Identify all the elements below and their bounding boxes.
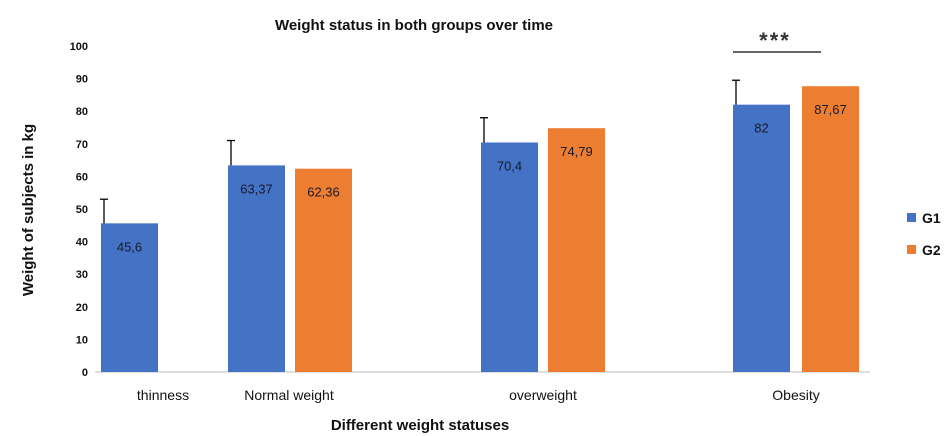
x-tick-label: thinness [137,387,189,403]
significance-annotation: *** [733,28,821,53]
data-label: 87,67 [814,102,847,117]
bar-g2 [295,168,352,372]
y-tick-label: 100 [70,41,88,53]
y-axis-title: Weight of subjects in kg [20,124,37,296]
y-tick-label: 40 [76,237,88,249]
x-tick-label: overweight [509,387,577,403]
bar-g1 [228,165,285,372]
y-tick-label: 70 [76,139,88,151]
significance-marker: *** [759,28,791,53]
y-tick-label: 10 [76,334,88,346]
legend: G1 G2 [907,210,941,258]
y-tick-label: 60 [76,171,88,183]
x-axis-ticks: thinness Normal weight overweight Obesity [137,387,820,403]
bar-g2 [548,128,605,372]
y-tick-label: 90 [76,74,88,86]
bar-g1 [101,223,158,372]
y-tick-label: 50 [76,204,88,216]
legend-swatch-g2 [907,245,916,254]
data-label: 74,79 [560,144,593,159]
data-label: 62,36 [307,185,340,200]
legend-swatch-g1 [907,213,916,222]
x-tick-label: Obesity [772,387,819,403]
y-tick-label: 20 [76,302,88,314]
data-label: 70,4 [497,158,522,173]
legend-label-g1: G1 [922,210,941,226]
bar-g1 [481,142,538,372]
chart-title: Weight status in both groups over time [275,17,553,34]
y-tick-label: 30 [76,269,88,281]
bar-g1 [733,104,790,373]
y-tick-label: 80 [76,106,88,118]
data-label: 45,6 [117,239,142,254]
x-axis-title: Different weight statuses [331,417,509,434]
data-label: 82 [754,121,768,136]
bar-g2 [802,86,859,372]
y-tick-label: 0 [82,367,88,379]
bars-group: 45,6 63,37 70,4 82 62,36 74,79 87,67 [100,79,859,373]
x-tick-label: Normal weight [244,387,334,403]
data-label: 63,37 [240,181,273,196]
y-axis-ticks: 0 10 20 30 40 50 60 70 80 90 100 [70,41,88,379]
legend-label-g2: G2 [922,242,941,258]
